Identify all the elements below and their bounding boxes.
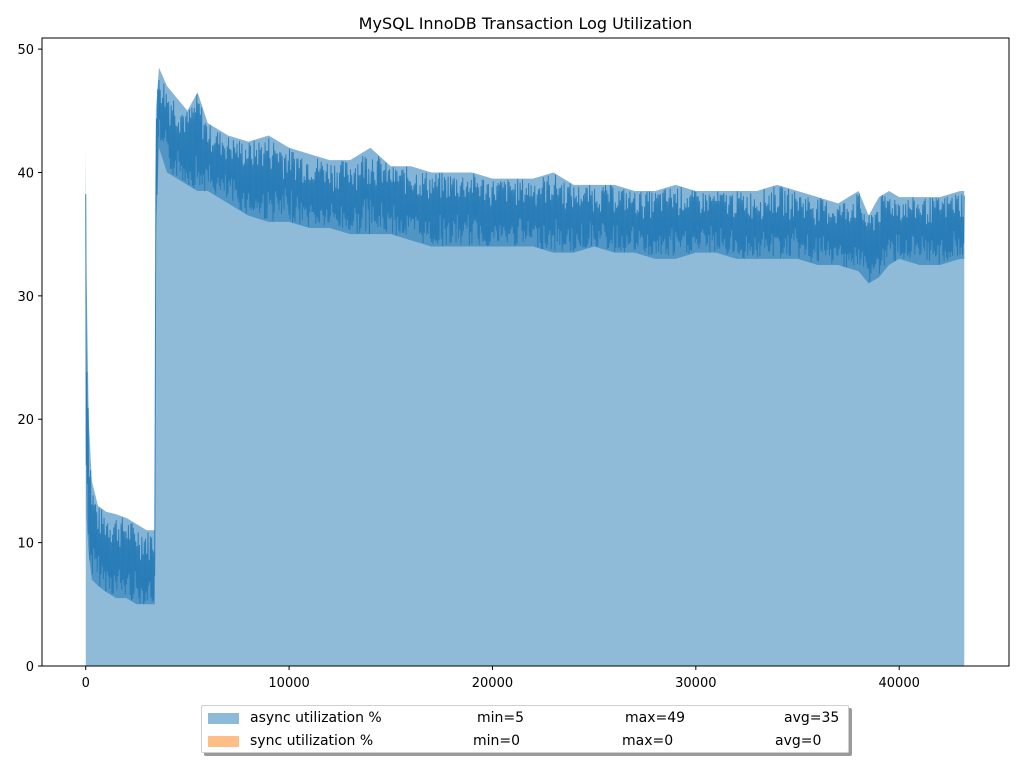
y-tick-label: 40 — [17, 166, 34, 181]
legend-min-async: min=5 — [477, 710, 525, 726]
chart-title: MySQL InnoDB Transaction Log Utilization — [359, 14, 693, 33]
legend-avg-sync: avg=0 — [775, 733, 822, 749]
legend-min-sync: min=0 — [473, 733, 521, 749]
legend-max-sync: max=0 — [622, 733, 674, 749]
plot-frame — [41, 37, 1010, 667]
x-tick-label: 40000 — [879, 676, 920, 691]
y-axis: 0 10 20 30 40 50 — [17, 43, 42, 675]
legend-entry-sync: sync utilization % min=0 max=0 avg=0 — [202, 731, 848, 751]
x-tick-label: 0 — [82, 676, 90, 691]
x-tick-label: 30000 — [675, 676, 716, 691]
legend-label-async: async utilization % — [250, 710, 382, 726]
legend-swatch-async — [208, 713, 239, 724]
y-tick-label: 20 — [17, 413, 34, 428]
legend-entry-async: async utilization % min=5 max=49 avg=35 — [202, 708, 848, 728]
y-tick-label: 50 — [17, 43, 34, 58]
async-utilization-upper-line — [85, 80, 965, 605]
y-tick-label: 0 — [26, 660, 34, 675]
y-tick-label: 10 — [17, 537, 34, 552]
legend-max-async: max=49 — [625, 710, 686, 726]
x-tick-label: 20000 — [472, 676, 513, 691]
x-tick-label: 10000 — [268, 676, 309, 691]
legend-label-sync: sync utilization % — [250, 733, 374, 749]
legend-swatch-sync — [208, 736, 239, 747]
x-axis: 0 10000 20000 30000 40000 — [82, 666, 920, 691]
plot-area — [85, 67, 965, 666]
y-tick-label: 30 — [17, 290, 34, 305]
legend: async utilization % min=5 max=49 avg=35 … — [201, 705, 849, 753]
legend-avg-async: avg=35 — [784, 710, 840, 726]
